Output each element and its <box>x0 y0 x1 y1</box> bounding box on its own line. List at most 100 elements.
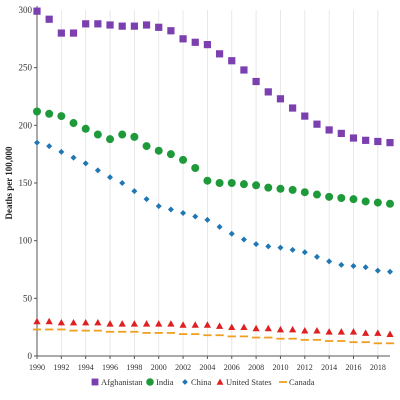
x-tick-label-1994: 1994 <box>78 363 94 372</box>
point-united-states-2017 <box>362 329 370 336</box>
point-china-2019 <box>387 268 393 275</box>
point-india-2008 <box>252 181 261 190</box>
y-tick-label-200: 200 <box>19 120 33 130</box>
x-tick-label-1998: 1998 <box>126 363 142 372</box>
point-united-states-2006 <box>228 323 236 331</box>
series-canada <box>32 328 395 345</box>
point-china-2004 <box>204 216 211 223</box>
point-india-2011 <box>288 185 297 194</box>
series-china <box>34 139 393 275</box>
point-united-states-2002 <box>179 321 187 328</box>
x-tick-label-2008: 2008 <box>248 363 264 372</box>
legend-item-united-states: United States <box>216 377 272 387</box>
x-tick-label-1990: 1990 <box>29 363 45 372</box>
legend-marker-afghanistan <box>91 378 99 386</box>
x-tick-label-2012: 2012 <box>297 363 313 372</box>
x-tick-label-1992: 1992 <box>53 363 69 372</box>
point-afghanistan-1996 <box>106 21 114 29</box>
point-china-1993 <box>70 154 77 161</box>
point-india-2000 <box>154 146 163 155</box>
point-china-2011 <box>289 246 296 253</box>
x-tick-label-1996: 1996 <box>102 363 118 372</box>
point-afghanistan-2019 <box>386 139 394 147</box>
point-india-2017 <box>361 197 370 206</box>
legend-item-china: China <box>182 377 212 387</box>
point-united-states-2011 <box>289 325 297 333</box>
point-china-2014 <box>326 258 333 265</box>
point-afghanistan-1993 <box>69 29 78 37</box>
point-china-2001 <box>167 206 174 213</box>
series-afghanistan <box>33 7 394 147</box>
x-tick-label-2006: 2006 <box>224 363 240 372</box>
point-china-1992 <box>58 148 65 155</box>
point-united-states-2001 <box>167 320 175 327</box>
x-tick-label-2010: 2010 <box>272 363 288 372</box>
point-afghanistan-2011 <box>289 104 297 112</box>
point-india-1994 <box>81 124 90 133</box>
point-afghanistan-2012 <box>301 112 309 120</box>
point-united-states-2007 <box>240 323 248 331</box>
point-afghanistan-1999 <box>142 21 151 29</box>
legend-label-canada: Canada <box>289 377 315 387</box>
point-china-2010 <box>277 244 284 251</box>
point-united-states-1990 <box>33 317 41 325</box>
point-afghanistan-2014 <box>325 126 333 134</box>
point-afghanistan-2007 <box>240 66 248 74</box>
point-china-1994 <box>82 160 89 167</box>
y-tick-label-100: 100 <box>19 236 33 246</box>
point-afghanistan-2016 <box>349 134 358 142</box>
point-india-2003 <box>191 164 200 173</box>
point-china-2016 <box>350 263 357 270</box>
point-united-states-2014 <box>325 328 333 335</box>
axis-labels: 0 50 100 150 200 250 300 1990 1992 1994 1996 1998 20… <box>4 5 386 372</box>
point-china-2007 <box>240 236 247 243</box>
point-india-1999 <box>142 142 151 151</box>
point-china-2005 <box>216 223 223 230</box>
point-afghanistan-1997 <box>118 22 126 30</box>
legend-label-india: India <box>156 377 174 387</box>
y-tick-label-0: 0 <box>28 351 33 361</box>
point-united-states-2008 <box>252 324 260 332</box>
point-china-1995 <box>94 167 101 174</box>
point-china-2006 <box>228 230 235 237</box>
point-afghanistan-2006 <box>228 57 236 65</box>
x-tick-label-2016: 2016 <box>345 363 361 372</box>
point-afghanistan-2001 <box>167 27 175 35</box>
point-china-2008 <box>253 241 260 248</box>
legend-marker-united-states <box>216 378 224 385</box>
point-united-states-2000 <box>155 320 163 327</box>
point-india-2018 <box>373 198 382 207</box>
point-india-2010 <box>276 184 285 193</box>
point-india-2009 <box>264 183 273 192</box>
point-afghanistan-2005 <box>215 50 224 58</box>
point-india-2019 <box>386 199 394 208</box>
point-united-states-1997 <box>118 320 126 327</box>
point-united-states-2015 <box>337 328 345 335</box>
point-india-1995 <box>93 130 102 139</box>
point-afghanistan-2013 <box>313 120 321 128</box>
point-india-2001 <box>166 150 175 159</box>
legend-marker-india <box>146 378 154 386</box>
point-afghanistan-1990 <box>33 7 41 15</box>
legend-label-afghanistan: Afghanistan <box>101 377 143 387</box>
point-india-1998 <box>130 132 139 141</box>
point-united-states-2005 <box>215 322 224 329</box>
point-china-1990 <box>34 139 40 146</box>
point-china-1996 <box>107 174 114 181</box>
point-india-2006 <box>227 179 236 187</box>
point-afghanistan-2002 <box>179 35 187 43</box>
point-india-2004 <box>203 176 212 185</box>
x-tick-label-2014: 2014 <box>321 363 337 372</box>
point-united-states-2003 <box>191 321 199 328</box>
point-china-1999 <box>143 196 150 203</box>
point-united-states-1998 <box>130 320 138 327</box>
point-china-1991 <box>46 143 53 150</box>
y-tick-label-150: 150 <box>19 178 33 188</box>
axes <box>34 6 390 359</box>
point-united-states-2016 <box>349 328 358 335</box>
point-afghanistan-2008 <box>252 77 260 86</box>
point-afghanistan-2000 <box>155 23 163 31</box>
legend-label-united-states: United States <box>226 377 272 387</box>
